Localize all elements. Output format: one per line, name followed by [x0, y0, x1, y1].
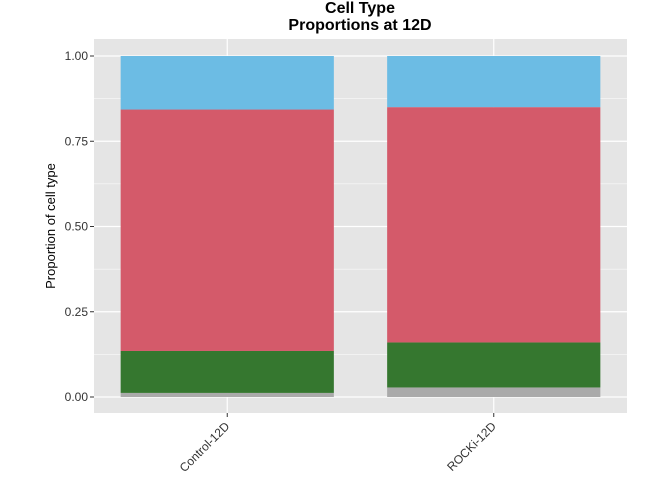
- y-axis: 0.00 0.25 0.50 0.75 1.00: [65, 49, 94, 404]
- x-axis: Control-12D ROCKi-12D: [177, 413, 499, 475]
- bar-segment: [120, 56, 334, 110]
- x-tick-label: ROCKi-12D: [444, 419, 499, 474]
- bar-segment: [120, 350, 334, 393]
- bar-segment: [120, 109, 334, 351]
- y-tick-label: 0.25: [65, 305, 89, 319]
- y-tick-label: 1.00: [65, 49, 89, 63]
- y-tick-label: 0.50: [65, 220, 89, 234]
- bar-segment: [387, 387, 601, 397]
- chart-title: Cell Type: [325, 0, 395, 17]
- bar-segment: [120, 392, 334, 397]
- chart-subtitle: Proportions at 12D: [288, 17, 431, 34]
- y-tick-label: 0.75: [65, 134, 89, 148]
- bar-segment: [387, 56, 601, 108]
- x-tick-label: Control-12D: [177, 419, 233, 475]
- y-tick-label: 0.00: [65, 390, 89, 404]
- bars: [120, 56, 601, 397]
- bar-segment: [387, 342, 601, 388]
- y-axis-title: Proportion of cell type: [43, 163, 58, 289]
- bar-segment: [387, 107, 601, 343]
